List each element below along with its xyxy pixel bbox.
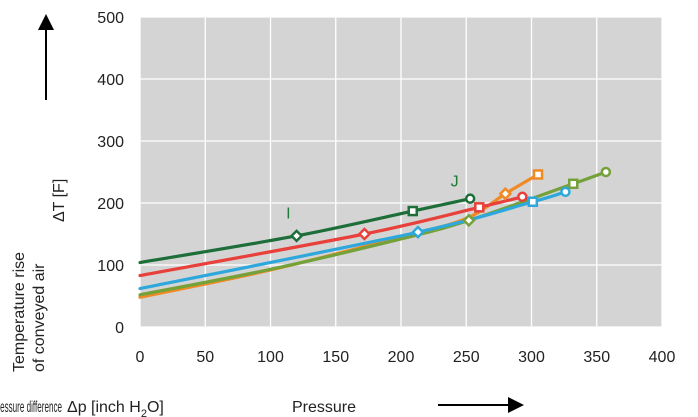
x-axis-arrow (438, 397, 524, 413)
series-line (138, 190, 568, 291)
data-point-square (568, 178, 579, 190)
x-axis-title-end: O] (147, 399, 164, 416)
x-axis-title: Pressure difference Δp [inch H2O] (0, 399, 164, 417)
annotations: IJ (286, 173, 458, 222)
tick-labels: 0 50 100 150 200 250 300 350 400 0 100 200 300 400 500 (97, 10, 675, 366)
data-point-circle (464, 193, 476, 204)
y-tick-label: 300 (97, 134, 124, 151)
data-point-diamond (411, 225, 425, 239)
y-axis-unit: ΔT [F] (51, 179, 68, 222)
x-tick-label: 350 (583, 349, 610, 366)
x-tick-label: 150 (322, 349, 349, 366)
data-point-diamond (498, 186, 513, 201)
x-tick-label: 50 (196, 349, 214, 366)
x-axis-title-sub: 2 (141, 408, 147, 417)
data-point-diamond (289, 229, 304, 243)
data-point-circle (560, 186, 571, 198)
y-axis-arrow (38, 14, 54, 100)
data-point-diamond (357, 227, 372, 241)
y-tick-label: 400 (97, 72, 124, 89)
y-tick-label: 100 (97, 258, 124, 275)
data-point-square (474, 202, 485, 213)
data-point-square (532, 169, 544, 180)
series-line (138, 195, 524, 278)
series-annotation: J (451, 173, 459, 190)
data-point-circle (600, 166, 612, 178)
x-tick-label: 300 (518, 349, 545, 366)
data-point-square (407, 205, 418, 217)
y-axis-title-line1: Temperature rise (11, 252, 28, 372)
data-point-diamond (462, 213, 476, 228)
x-tick-label: 400 (649, 349, 676, 366)
series-annotation: I (286, 206, 290, 223)
series-layer (138, 166, 612, 299)
y-axis-title-line2: of conveyed air (31, 263, 48, 372)
series-line (138, 197, 472, 265)
x-tick-label: 250 (453, 349, 480, 366)
y-tick-label: 500 (97, 10, 124, 27)
x-tick-label: 100 (257, 349, 284, 366)
data-point-square (527, 196, 539, 208)
y-tick-label: 200 (97, 196, 124, 213)
x-axis-word: Pressure (292, 399, 356, 416)
x-tick-label: 200 (388, 349, 415, 366)
y-tick-label: 0 (115, 320, 124, 337)
x-axis-title-symbol: Δp [inch H (67, 399, 141, 416)
x-axis-title-prefix: Pressure difference (0, 399, 62, 416)
data-point-circle (517, 191, 528, 203)
x-tick-label: 0 (136, 349, 145, 366)
gridlines (139, 16, 663, 328)
